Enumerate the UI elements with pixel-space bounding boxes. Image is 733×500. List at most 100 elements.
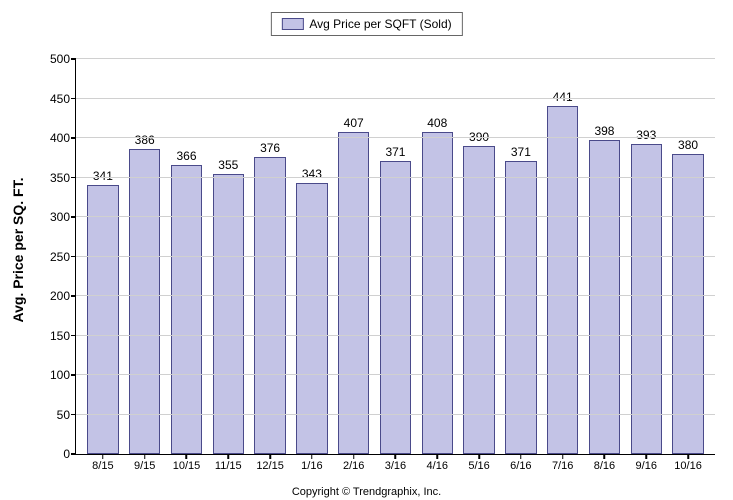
bar bbox=[631, 144, 662, 454]
bar-value-label: 343 bbox=[302, 167, 322, 181]
y-tick bbox=[71, 177, 76, 179]
x-tick bbox=[520, 454, 522, 459]
bar bbox=[422, 132, 453, 454]
y-tick-label: 350 bbox=[50, 171, 70, 185]
x-tick-label: 7/16 bbox=[552, 460, 573, 472]
x-tick bbox=[604, 454, 606, 459]
bar bbox=[338, 132, 369, 454]
x-tick-label: 6/16 bbox=[510, 460, 531, 472]
y-tick-label: 100 bbox=[50, 368, 70, 382]
y-tick bbox=[71, 256, 76, 258]
bar-slot: 3988/16 bbox=[584, 124, 626, 454]
y-tick bbox=[71, 98, 76, 100]
x-tick-label: 3/16 bbox=[385, 460, 406, 472]
x-tick-label: 10/16 bbox=[674, 460, 702, 472]
y-tick-label: 450 bbox=[50, 92, 70, 106]
bar bbox=[254, 157, 285, 454]
x-tick bbox=[228, 454, 230, 459]
y-tick bbox=[71, 216, 76, 218]
bar-value-label: 386 bbox=[135, 133, 155, 147]
bars-wrap: 3418/153869/1536610/1535511/1537612/1534… bbox=[76, 60, 715, 454]
bar-value-label: 376 bbox=[260, 141, 280, 155]
bar-slot: 35511/15 bbox=[207, 158, 249, 454]
x-tick bbox=[437, 454, 439, 459]
y-tick bbox=[71, 295, 76, 297]
bar-value-label: 380 bbox=[678, 138, 698, 152]
y-gridline bbox=[76, 374, 715, 375]
y-tick-label: 250 bbox=[50, 250, 70, 264]
x-tick bbox=[186, 454, 188, 459]
y-axis-title: Avg. Price per SQ. FT. bbox=[10, 178, 26, 323]
y-tick-label: 300 bbox=[50, 210, 70, 224]
legend: Avg Price per SQFT (Sold) bbox=[270, 12, 462, 36]
y-tick bbox=[71, 374, 76, 376]
y-tick-label: 0 bbox=[63, 447, 70, 461]
bar-value-label: 398 bbox=[594, 124, 614, 138]
y-tick bbox=[71, 137, 76, 139]
x-tick-label: 11/15 bbox=[215, 460, 242, 472]
x-tick-label: 4/16 bbox=[427, 460, 448, 472]
x-tick bbox=[144, 454, 146, 459]
bar-slot: 3869/15 bbox=[124, 133, 166, 454]
x-tick bbox=[687, 454, 689, 459]
y-gridline bbox=[76, 335, 715, 336]
bar bbox=[129, 149, 160, 454]
bar-value-label: 407 bbox=[344, 116, 364, 130]
bar bbox=[547, 106, 578, 454]
x-tick bbox=[353, 454, 355, 459]
y-tick bbox=[71, 453, 76, 455]
x-tick bbox=[311, 454, 313, 459]
x-tick-label: 2/16 bbox=[343, 460, 364, 472]
bar bbox=[463, 146, 494, 454]
y-gridline bbox=[76, 256, 715, 257]
x-tick bbox=[395, 454, 397, 459]
bar bbox=[589, 140, 620, 454]
x-tick-label: 1/16 bbox=[301, 460, 322, 472]
bar-slot: 36610/15 bbox=[166, 149, 208, 454]
y-gridline bbox=[76, 58, 715, 59]
bar-slot: 37612/15 bbox=[249, 141, 291, 454]
x-tick-label: 8/15 bbox=[92, 460, 113, 472]
y-gridline bbox=[76, 177, 715, 178]
chart-container: Avg Price per SQFT (Sold) Avg. Price per… bbox=[0, 0, 733, 500]
bar-slot: 3713/16 bbox=[375, 145, 417, 454]
bar-slot: 4084/16 bbox=[416, 116, 458, 454]
y-tick-label: 150 bbox=[50, 329, 70, 343]
x-tick-label: 12/15 bbox=[256, 460, 284, 472]
bar-slot: 3905/16 bbox=[458, 130, 500, 454]
x-tick-label: 5/16 bbox=[468, 460, 489, 472]
bar bbox=[505, 161, 536, 454]
bar-value-label: 393 bbox=[636, 128, 656, 142]
bar-value-label: 371 bbox=[511, 145, 531, 159]
y-gridline bbox=[76, 414, 715, 415]
y-tick-label: 400 bbox=[50, 131, 70, 145]
bar-value-label: 408 bbox=[427, 116, 447, 130]
bar-value-label: 355 bbox=[218, 158, 238, 172]
x-tick-label: 8/16 bbox=[594, 460, 615, 472]
plot-area: 3418/153869/1536610/1535511/1537612/1534… bbox=[75, 60, 715, 455]
y-gridline bbox=[76, 98, 715, 99]
copyright-text: Copyright © Trendgraphix, Inc. bbox=[292, 486, 441, 498]
y-tick-label: 500 bbox=[50, 52, 70, 66]
bar bbox=[380, 161, 411, 454]
y-gridline bbox=[76, 295, 715, 296]
legend-label: Avg Price per SQFT (Sold) bbox=[309, 17, 451, 31]
x-tick bbox=[269, 454, 271, 459]
y-tick bbox=[71, 414, 76, 416]
bar bbox=[171, 165, 202, 454]
bar-slot: 4417/16 bbox=[542, 90, 584, 454]
x-tick bbox=[562, 454, 564, 459]
bar-slot: 3431/16 bbox=[291, 167, 333, 454]
bar-value-label: 371 bbox=[385, 145, 405, 159]
y-tick-label: 50 bbox=[57, 408, 70, 422]
y-tick-label: 200 bbox=[50, 289, 70, 303]
y-gridline bbox=[76, 216, 715, 217]
bar-slot: 4072/16 bbox=[333, 116, 375, 454]
x-tick bbox=[646, 454, 648, 459]
x-tick bbox=[102, 454, 104, 459]
bar-value-label: 366 bbox=[176, 149, 196, 163]
bar-slot: 3418/15 bbox=[82, 169, 124, 454]
x-tick-label: 10/15 bbox=[173, 460, 201, 472]
legend-swatch bbox=[281, 18, 303, 30]
x-tick bbox=[478, 454, 480, 459]
